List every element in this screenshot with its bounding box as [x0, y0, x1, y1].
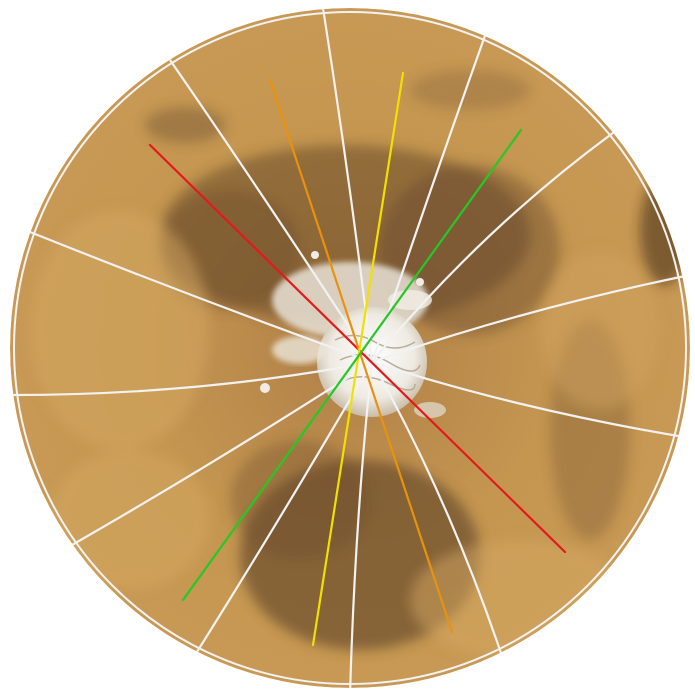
terrain-layer — [10, 8, 690, 688]
orange-track — [268, 78, 454, 634]
track-layer — [148, 71, 567, 647]
green-track — [181, 128, 523, 602]
yellow-track — [311, 71, 405, 647]
